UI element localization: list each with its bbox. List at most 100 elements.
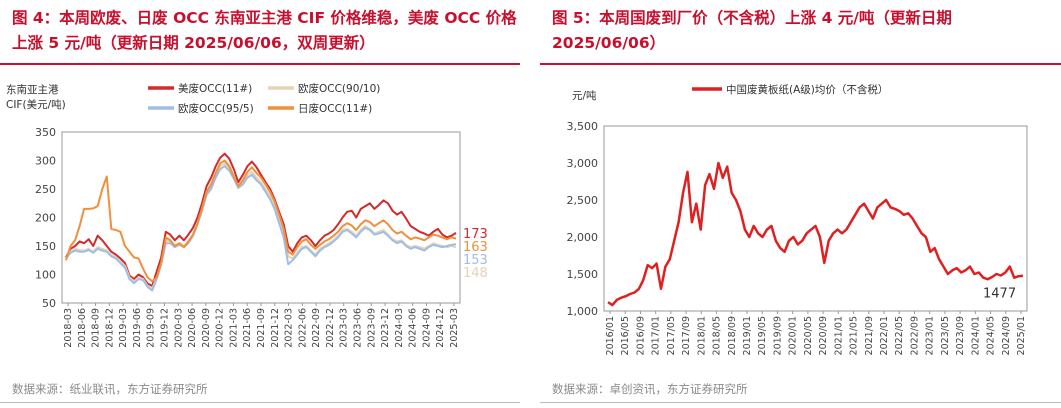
left-xtick-label: 2024-12 [435, 308, 446, 348]
left-ytick-label: 50 [42, 297, 56, 310]
left-legend-label-2: 欧废OCC(95/5) [178, 102, 254, 115]
left-xtick-label: 2019-03 [118, 308, 129, 348]
left-ytick-label: 300 [35, 155, 56, 168]
right-series-line-0 [607, 161, 1024, 307]
right-xtick-label: 2023/01 [925, 316, 936, 355]
right-chart-svg: 元/吨 中国废黄板纸(A级)均价（不含税） 1,000 1,500 2,000 2,500… [567, 83, 1028, 355]
left-title-rule [0, 63, 520, 65]
right-xtick-label: 2020/05 [803, 316, 814, 355]
left-chart-svg: 东南亚主港 CIF(美元/吨) 美废OCC(11#) 欧废OCC(90/10) 欧废OC… [6, 82, 488, 348]
left-ytick-label: 250 [35, 183, 56, 196]
right-xtick-label: 2023/09 [955, 316, 966, 355]
right-xtick-label: 2025/01 [1016, 316, 1027, 355]
left-xtick-label: 2024-06 [408, 308, 419, 348]
left-xtick-label: 2021-06 [242, 308, 253, 348]
right-xtick-label: 2021/05 [849, 316, 860, 355]
left-xtick-label: 2024-03 [394, 308, 405, 348]
left-xtick-label: 2023-12 [380, 308, 391, 348]
right-ytick-label: 2,000 [567, 231, 599, 244]
right-legend-label-0: 中国废黄板纸(A级)均价（不含税） [726, 83, 888, 96]
right-bottom-rule [540, 402, 1061, 403]
left-ylabel-line1: 东南亚主港 [6, 83, 59, 96]
left-end-label-3: 163 [463, 240, 488, 255]
right-xtick-label: 2018/05 [712, 316, 723, 355]
left-xtick-label: 2021-12 [270, 308, 281, 348]
left-xtick-label: 2018-03 [63, 308, 74, 348]
right-ytick-label: 1,000 [567, 305, 599, 318]
right-xtick-label: 2021/09 [864, 316, 875, 355]
right-xtick-label: 2022/01 [879, 316, 890, 355]
left-source-note: 数据来源：纸业联讯，东方证券研究所 [12, 382, 208, 396]
right-xtick-label: 2022/05 [894, 316, 905, 355]
left-xtick-label: 2019-06 [132, 308, 143, 348]
right-ytick-label: 3,000 [567, 157, 599, 170]
left-legend-label-3: 日废OCC(11#) [298, 102, 372, 115]
right-xtick-label: 2019/09 [772, 316, 783, 355]
right-xtick-label: 2023/05 [940, 316, 951, 355]
left-chart-panel: 图 4：本周欧废、日废 OCC 东南亚主港 CIF 价格维稳，美废 OCC 价格… [0, 0, 520, 408]
right-xtick-label: 2019/01 [742, 316, 753, 355]
right-end-label-0: 1477 [983, 287, 1016, 302]
left-xtick-label: 2022-12 [325, 308, 336, 348]
left-xtick-label: 2019-09 [146, 308, 157, 348]
left-xtick-label: 2020-06 [187, 308, 198, 348]
left-plot-frame [61, 131, 461, 304]
left-xtick-label: 2024-09 [421, 308, 432, 348]
left-xtick-label: 2018-09 [91, 308, 102, 348]
left-xtick-label: 2019-12 [160, 308, 171, 348]
right-xtick-label: 2017/01 [651, 316, 662, 355]
left-bottom-rule [0, 402, 520, 403]
left-ytick-label: 100 [35, 269, 56, 282]
left-end-label-0: 173 [463, 227, 488, 242]
right-ytick-label: 1,500 [567, 268, 599, 281]
left-chart-title: 图 4：本周欧废、日废 OCC 东南亚主港 CIF 价格维稳，美废 OCC 价格… [12, 9, 517, 52]
right-xtick-label: 2019/05 [757, 316, 768, 355]
right-chart-title: 图 5：本周国废到厂价（不含税）上涨 4 元/吨（更新日期 2025/06/06… [552, 9, 952, 52]
right-title-rule [540, 63, 1061, 65]
left-xtick-label: 2021-03 [228, 308, 239, 348]
right-source-note: 数据来源：卓创资讯，东方证券研究所 [552, 382, 748, 396]
right-xtick-label: 2024/09 [1001, 316, 1012, 355]
left-xtick-label: 2023-03 [339, 308, 350, 348]
right-xtick-label: 2020/01 [788, 316, 799, 355]
right-xtick-label: 2016/09 [635, 316, 646, 355]
right-xtick-label: 2024/01 [970, 316, 981, 355]
right-ytick-label: 3,500 [567, 120, 599, 133]
right-xtick-label: 2016/01 [605, 316, 616, 355]
left-legend-label-0: 美废OCC(11#) [178, 82, 252, 95]
right-xtick-label: 2018/01 [696, 316, 707, 355]
right-xtick-label: 2021/01 [833, 316, 844, 355]
left-ytick-label: 350 [35, 126, 56, 139]
left-xtick-label: 2023-06 [353, 308, 364, 348]
left-series-line-3 [65, 159, 457, 283]
right-ytick-label: 2,500 [567, 194, 599, 207]
right-xtick-label: 2024/05 [986, 316, 997, 355]
right-xtick-label: 2020/09 [818, 316, 829, 355]
left-ylabel-line2: CIF(美元/吨) [6, 98, 66, 111]
right-xtick-label: 2018/09 [727, 316, 738, 355]
left-xtick-label: 2018-12 [104, 308, 115, 348]
left-xtick-label: 2018-06 [77, 308, 88, 348]
left-xtick-label: 2020-09 [201, 308, 212, 348]
left-ytick-label: 200 [35, 212, 56, 225]
right-plot-frame [603, 125, 1028, 312]
left-end-label-2: 153 [463, 253, 488, 268]
left-end-label-1: 148 [463, 266, 488, 281]
left-series-line-1 [65, 162, 457, 290]
right-ylabel: 元/吨 [572, 89, 597, 102]
left-xtick-label: 2022-03 [284, 308, 295, 348]
right-xtick-label: 2017/05 [666, 316, 677, 355]
left-xtick-label: 2023-09 [366, 308, 377, 348]
left-xtick-label: 2020-12 [215, 308, 226, 348]
right-xtick-label: 2022/09 [909, 316, 920, 355]
left-series-line-0 [65, 152, 457, 287]
left-xtick-label: 2022-09 [311, 308, 322, 348]
left-xtick-label: 2025-03 [449, 308, 460, 348]
left-xtick-label: 2022-06 [297, 308, 308, 348]
right-xtick-label: 2017/09 [681, 316, 692, 355]
left-legend-label-1: 欧废OCC(90/10) [298, 82, 380, 95]
right-chart-panel: 图 5：本周国废到厂价（不含税）上涨 4 元/吨（更新日期 2025/06/06… [540, 0, 1061, 408]
left-ytick-label: 150 [35, 240, 56, 253]
left-xtick-label: 2021-09 [256, 308, 267, 348]
left-series-line-2 [65, 165, 457, 292]
